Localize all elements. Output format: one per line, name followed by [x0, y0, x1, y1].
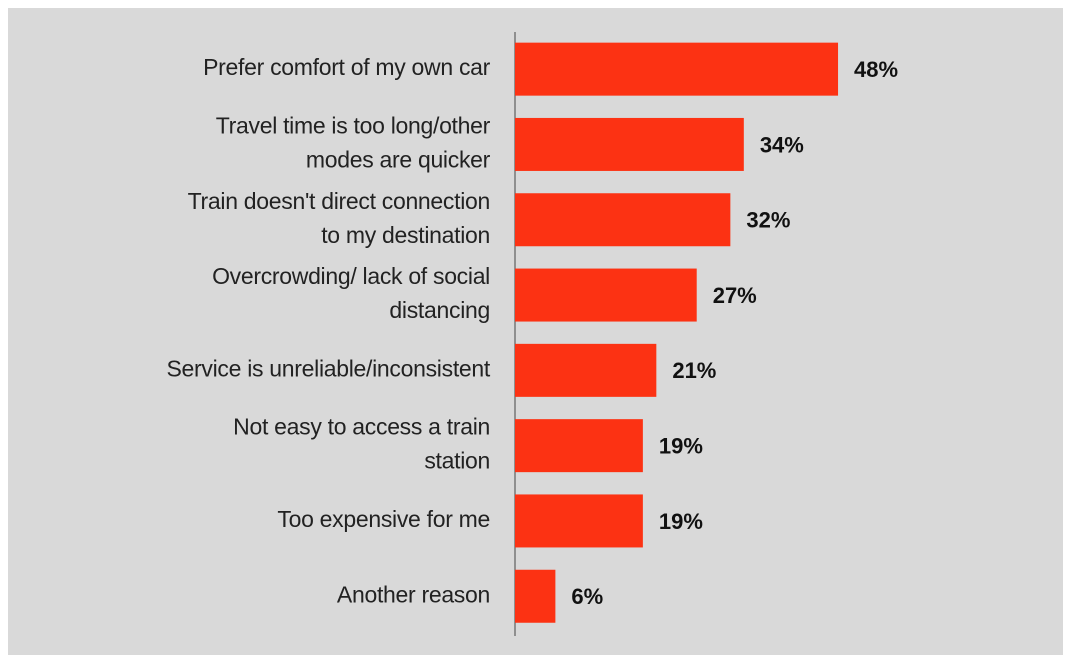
value-label: 19% [659, 509, 703, 534]
category-label: Overcrowding/ lack of social distancing [212, 263, 490, 323]
value-label: 27% [713, 283, 757, 308]
value-label: 6% [571, 584, 603, 609]
category-label: Service is unreliable/inconsistent [167, 355, 491, 381]
bar [515, 268, 697, 322]
bar [515, 193, 731, 247]
category-label: Too expensive for me [277, 506, 490, 532]
category-label: Train doesn't direct connection to my des… [188, 188, 490, 248]
bar [515, 419, 643, 473]
category-label: Travel time is too long/other modes are q… [216, 113, 491, 173]
bar [515, 117, 744, 171]
bar [515, 343, 657, 397]
bar [515, 494, 643, 548]
value-label: 34% [760, 132, 804, 157]
category-label: Prefer comfort of my own car [203, 54, 490, 80]
value-label: 21% [672, 358, 716, 383]
bar [515, 42, 839, 96]
category-label: Not easy to access a train station [233, 414, 490, 474]
value-label: 48% [854, 57, 898, 82]
value-label: 19% [659, 433, 703, 458]
value-label: 32% [746, 208, 790, 233]
category-label: Another reason [337, 581, 490, 607]
chart-background [8, 8, 1063, 655]
bar [515, 569, 556, 623]
